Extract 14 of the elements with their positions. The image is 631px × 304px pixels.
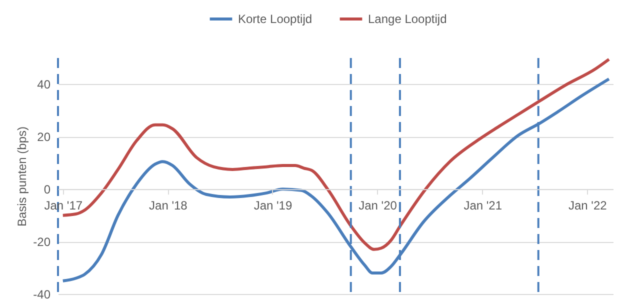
legend-label: Korte Looptijd [238,12,312,26]
x-tick-label: Jan '18 [149,198,188,213]
y-tick-label: 0 [44,182,51,197]
x-tick-label: Jan '20 [358,198,398,213]
x-tick-label: Jan '21 [464,198,502,213]
y-tick-label: -20 [33,235,51,250]
line-series [61,58,610,251]
legend-label: Lange Looptijd [368,12,447,26]
y-tick-label: 20 [37,130,51,144]
x-tick-label: Jan '22 [568,198,608,213]
y-tick-label: -40 [33,288,51,302]
y-axis-title: Basis punten (bps) [15,126,30,227]
y-tick-label: 40 [37,78,51,92]
x-tick-label: Jan '19 [254,198,292,213]
